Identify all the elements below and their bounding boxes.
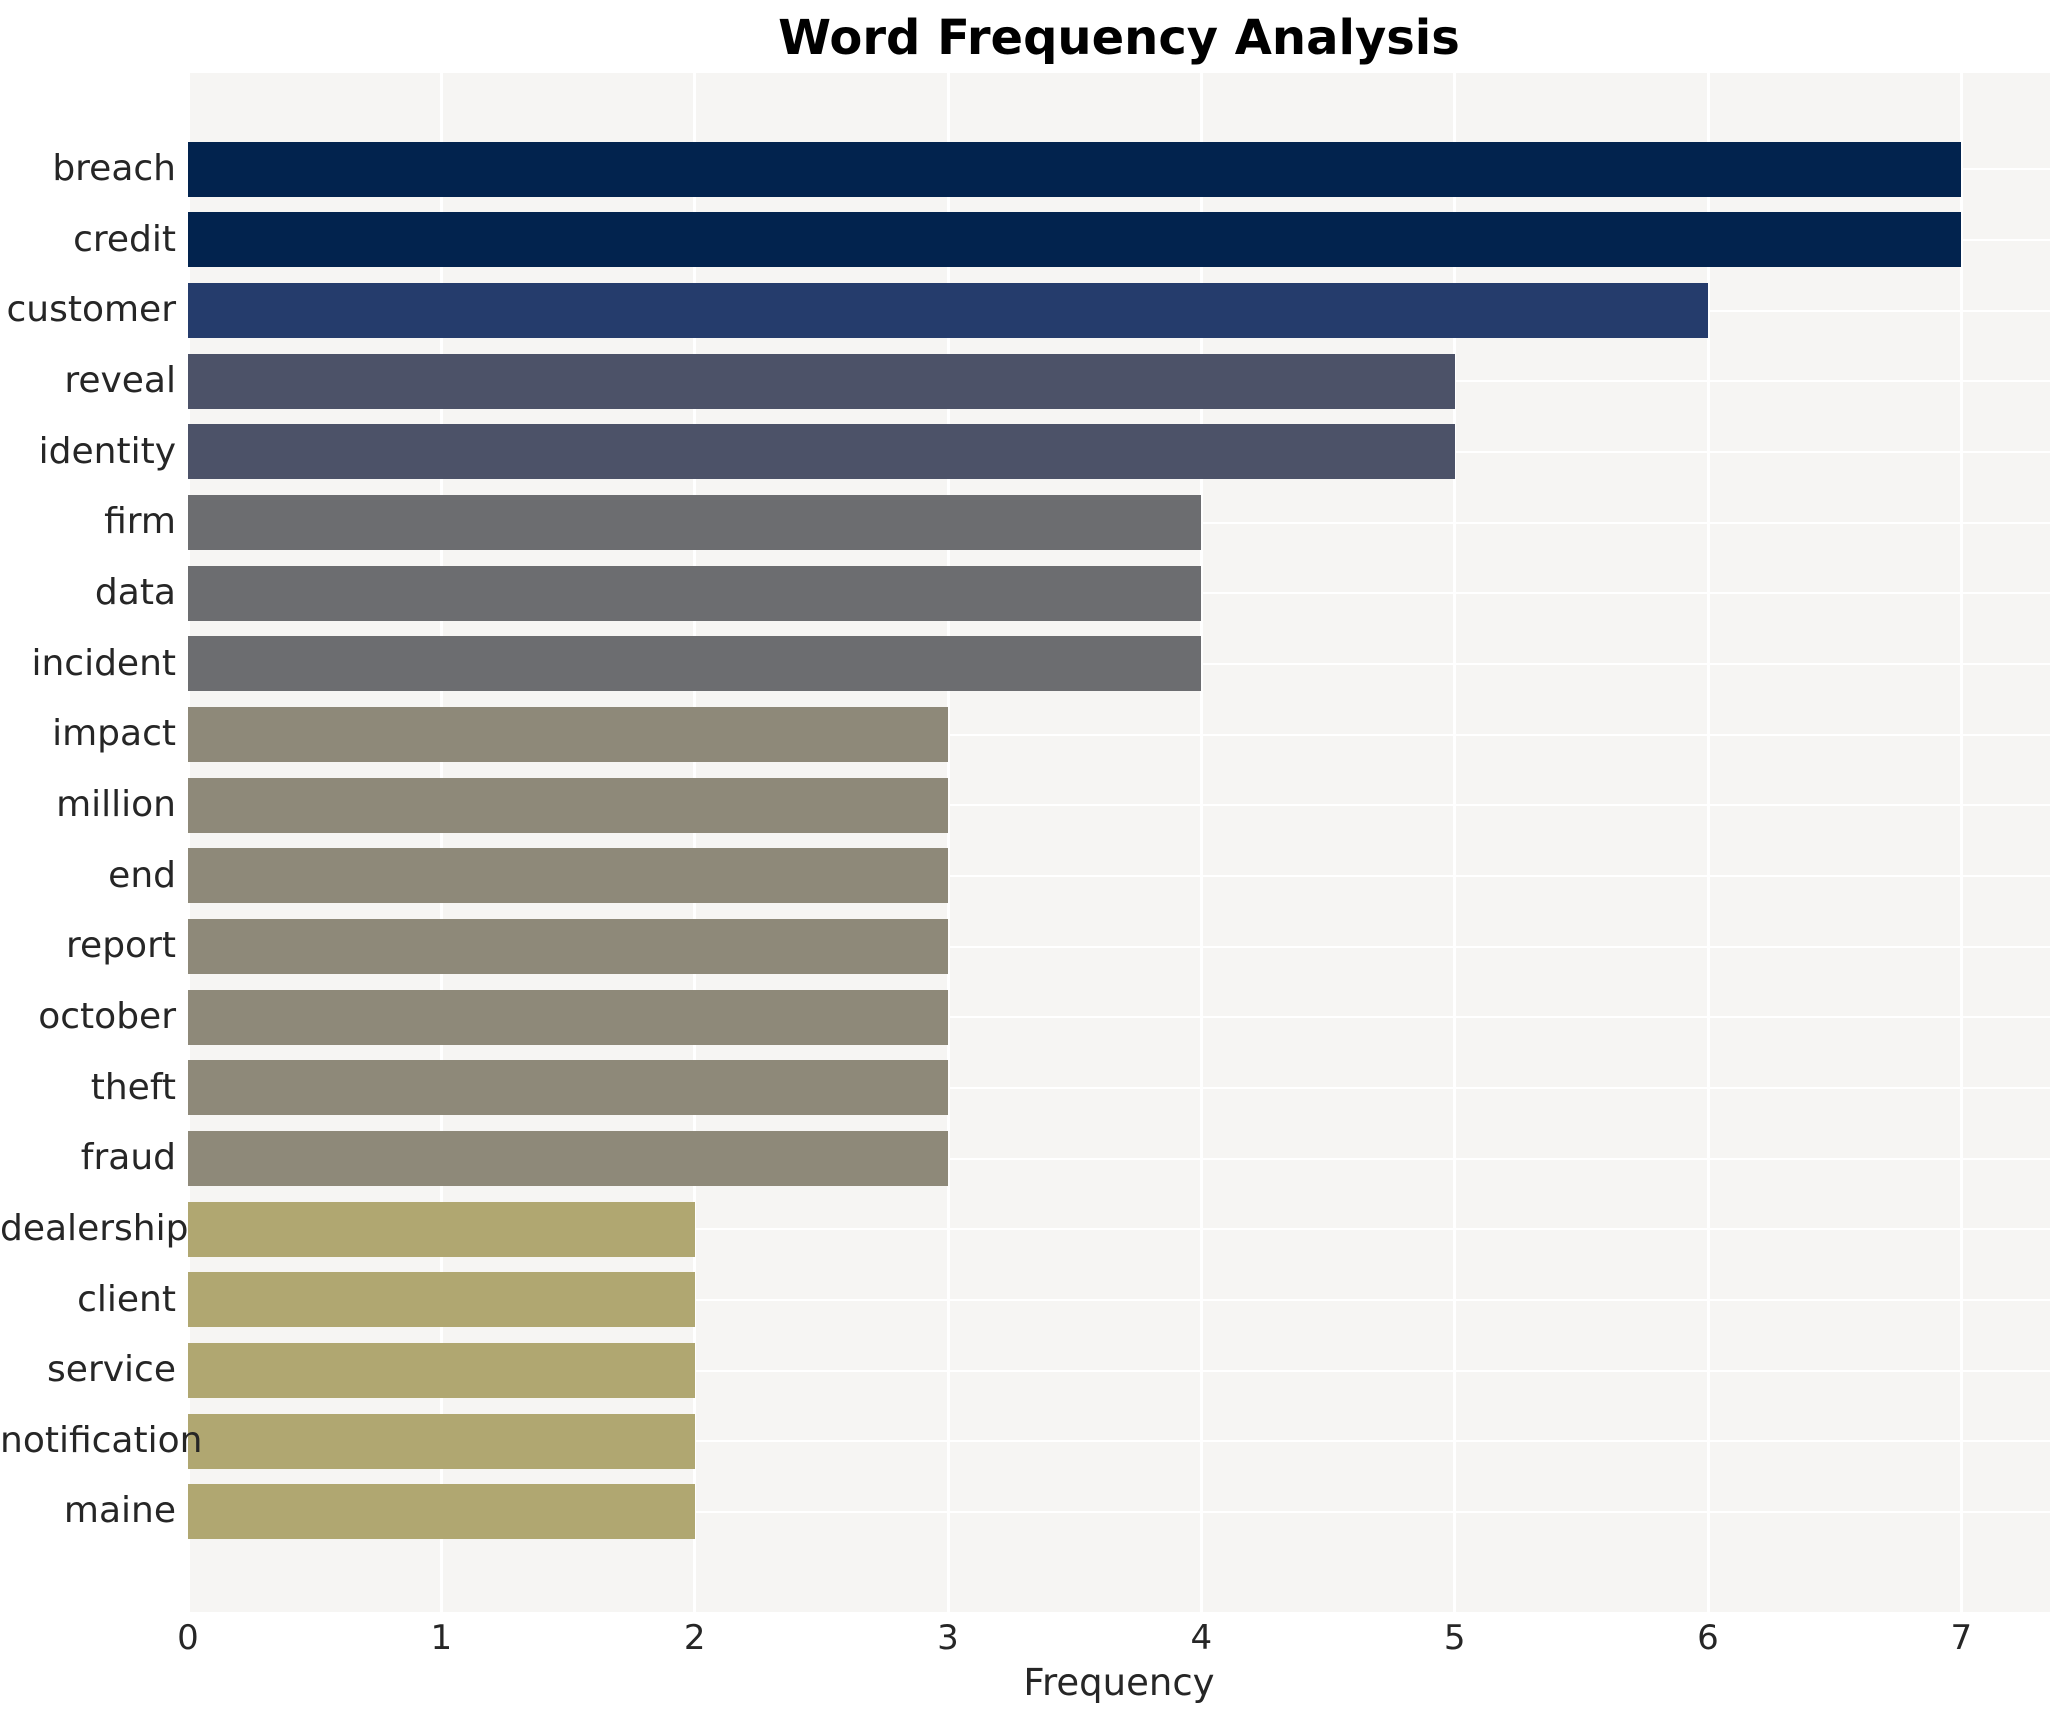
y-label-end: end — [108, 854, 176, 896]
h-gridline — [188, 1157, 2050, 1160]
v-gridline-0 — [186, 73, 190, 1612]
h-gridline — [188, 945, 2050, 948]
v-gridline-7 — [1959, 73, 1963, 1612]
plot-area — [186, 73, 2050, 1612]
y-label-report: report — [66, 925, 176, 967]
bar-customer — [188, 283, 1708, 339]
h-gridline — [188, 1086, 2050, 1089]
bar-row — [188, 699, 2050, 770]
chart-title: Word Frequency Analysis — [778, 10, 1460, 66]
x-axis-label: Frequency — [1023, 1661, 1215, 1704]
y-label-october: october — [38, 995, 176, 1037]
y-label-incident: incident — [31, 642, 176, 684]
bar-row — [188, 558, 2050, 629]
y-label-client: client — [77, 1278, 176, 1320]
bar-client — [188, 1272, 695, 1328]
v-gridline-5 — [1453, 73, 1457, 1612]
bar-notification — [188, 1413, 695, 1469]
y-label-customer: customer — [6, 289, 176, 331]
bar-row — [188, 275, 2050, 346]
v-gridline-2 — [693, 73, 697, 1612]
x-tick-0: 0 — [177, 1618, 199, 1658]
h-gridline — [188, 804, 2050, 807]
v-gridline-3 — [946, 73, 950, 1612]
bar-identity — [188, 424, 1455, 480]
x-tick-2: 2 — [683, 1618, 706, 1658]
y-label-reveal: reveal — [64, 359, 176, 401]
y-label-fraud: fraud — [80, 1137, 176, 1179]
bar-reveal — [188, 353, 1455, 409]
y-label-notification: notification — [0, 1419, 203, 1461]
bar-million — [188, 777, 948, 833]
bar-row — [188, 134, 2050, 205]
y-label-maine: maine — [63, 1490, 176, 1532]
y-label-firm: firm — [104, 501, 176, 543]
bar-row — [188, 1053, 2050, 1124]
bar-impact — [188, 707, 948, 763]
bar-maine — [188, 1484, 695, 1540]
v-gridline-4 — [1199, 73, 1203, 1612]
bar-firm — [188, 495, 1202, 551]
bar-service — [188, 1342, 695, 1398]
h-gridline — [188, 1369, 2050, 1372]
bar-report — [188, 919, 948, 975]
bar-row — [188, 911, 2050, 982]
bar-row — [188, 1123, 2050, 1194]
y-label-impact: impact — [52, 713, 176, 755]
bar-data — [188, 565, 1202, 621]
bar-credit — [188, 212, 1962, 268]
bar-row — [188, 346, 2050, 417]
y-label-credit: credit — [73, 218, 176, 260]
bar-end — [188, 848, 948, 904]
h-gridline — [188, 1510, 2050, 1513]
bar-row — [188, 1406, 2050, 1477]
bar-row — [188, 629, 2050, 700]
bar-row — [188, 982, 2050, 1053]
h-gridline — [188, 1440, 2050, 1443]
h-gridline — [188, 1228, 2050, 1231]
x-tick-4: 4 — [1190, 1618, 1213, 1658]
y-labels: breach credit customer reveal identity firm da… — [0, 73, 203, 1612]
x-tick-1: 1 — [430, 1618, 453, 1658]
bar-row — [188, 1476, 2050, 1547]
y-label-million: million — [56, 783, 176, 825]
bar-october — [188, 989, 948, 1045]
bar-incident — [188, 636, 1202, 692]
v-gridline-1 — [439, 73, 443, 1612]
h-gridline — [188, 874, 2050, 877]
h-gridline — [188, 1016, 2050, 1019]
x-tick-3: 3 — [937, 1618, 959, 1658]
bar-dealership — [188, 1201, 695, 1257]
x-tick-5: 5 — [1443, 1618, 1466, 1658]
bars — [188, 73, 2050, 1612]
bar-row — [188, 841, 2050, 912]
y-label-identity: identity — [38, 430, 176, 472]
bar-row — [188, 1265, 2050, 1336]
bar-row — [188, 487, 2050, 558]
x-tick-7: 7 — [1950, 1618, 1973, 1658]
y-label-data: data — [94, 571, 176, 613]
y-label-service: service — [47, 1349, 176, 1391]
x-tick-6: 6 — [1697, 1618, 1719, 1658]
bar-row — [188, 417, 2050, 488]
bar-row — [188, 1194, 2050, 1265]
bar-theft — [188, 1060, 948, 1116]
v-gridline-6 — [1706, 73, 1710, 1612]
h-gridline — [188, 733, 2050, 736]
y-label-theft: theft — [90, 1066, 176, 1108]
bar-breach — [188, 141, 1962, 197]
y-label-dealership: dealership — [0, 1207, 189, 1249]
bar-row — [188, 205, 2050, 276]
h-gridline — [188, 1298, 2050, 1301]
x-ticks: 0 1 2 3 4 5 6 7 — [177, 1616, 2050, 1660]
bar-row — [188, 770, 2050, 841]
bar-fraud — [188, 1131, 948, 1187]
y-label-breach: breach — [52, 148, 176, 189]
bar-row — [188, 1335, 2050, 1406]
